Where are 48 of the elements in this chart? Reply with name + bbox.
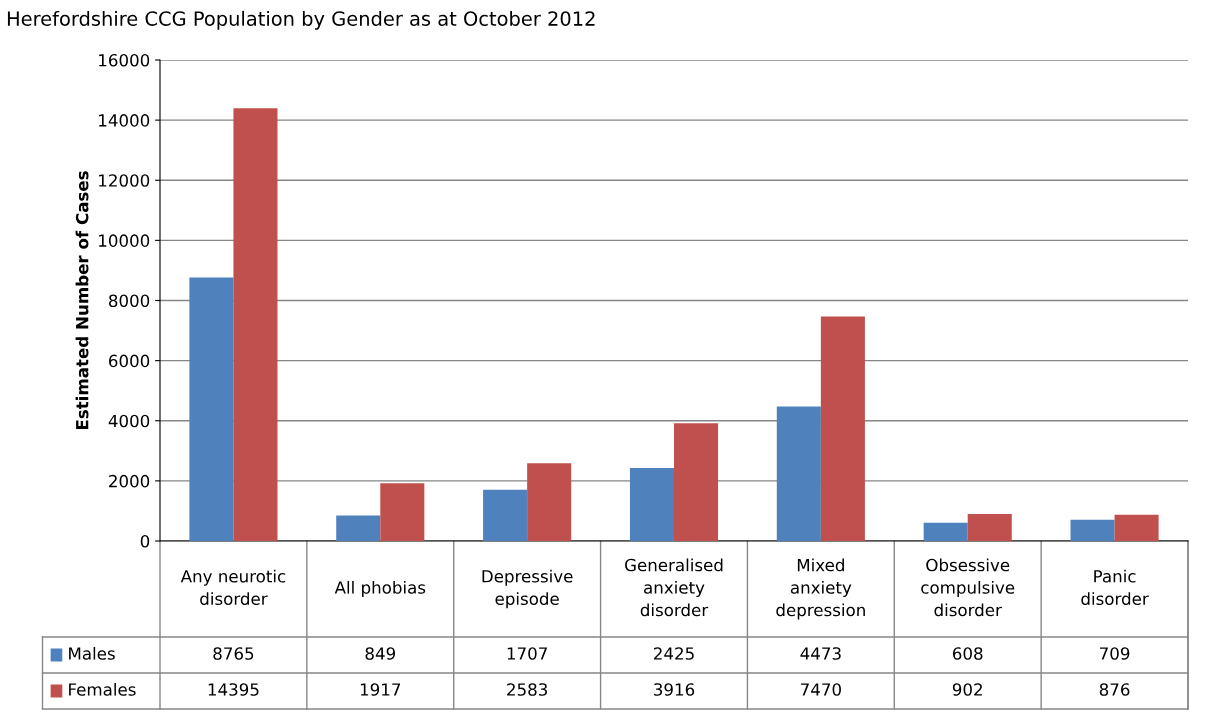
data-label: 849 xyxy=(365,647,396,660)
x-tick-label: Depressive episode xyxy=(482,569,573,609)
data-label: 1917 xyxy=(360,683,401,696)
y-axis-title: Estimated Number of Cases xyxy=(75,171,89,430)
y-tick-label: 0 xyxy=(140,534,150,548)
bar xyxy=(674,423,719,541)
x-tick-label: Panic disorder xyxy=(1081,569,1149,606)
y-tick-label: 12000 xyxy=(99,174,150,187)
x-tick-label: Obsessive compulsive disorder xyxy=(921,558,1015,617)
bar xyxy=(967,513,1012,541)
bar xyxy=(380,483,425,541)
bar xyxy=(820,316,865,541)
bar xyxy=(1114,514,1159,541)
y-tick-label: 16000 xyxy=(99,53,150,67)
bar xyxy=(233,108,278,541)
bar xyxy=(336,515,381,541)
data-label: 1707 xyxy=(507,647,547,660)
data-label: 7470 xyxy=(801,683,841,696)
x-tick-label: Generalised anxiety disorder xyxy=(625,558,723,617)
bar xyxy=(483,489,528,541)
bar xyxy=(189,277,234,541)
data-label: 709 xyxy=(1100,647,1130,660)
x-tick-label: All phobias xyxy=(334,580,426,598)
y-tick-label: 8000 xyxy=(108,294,150,308)
y-tick-label: 6000 xyxy=(109,354,150,368)
data-label: 3916 xyxy=(654,683,695,696)
chart-title: Herefordshire CCG Population by Gender as at October 2012 xyxy=(7,10,595,30)
bar xyxy=(629,468,674,541)
bar xyxy=(923,522,968,541)
data-label: 876 xyxy=(1099,683,1130,696)
data-label: 4473 xyxy=(800,647,841,660)
y-tick-label: 10000 xyxy=(99,234,150,247)
y-tick-label: 2000 xyxy=(109,474,150,488)
legend-label: Males xyxy=(69,646,115,660)
data-label: 14395 xyxy=(208,683,259,696)
bar xyxy=(776,406,821,541)
y-tick-label: 14000 xyxy=(99,114,150,127)
x-tick-label: Mixed anxiety depression xyxy=(776,558,865,620)
data-label: 608 xyxy=(952,647,983,660)
legend-label: Females xyxy=(69,682,136,696)
data-label: 2425 xyxy=(654,647,694,660)
bar xyxy=(1070,519,1115,541)
data-label: 902 xyxy=(952,683,982,696)
y-tick-label: 4000 xyxy=(108,414,150,428)
bar xyxy=(527,463,572,541)
data-label: 2583 xyxy=(507,683,548,696)
data-label: 8765 xyxy=(213,647,254,660)
x-tick-label: Any neurotic disorder xyxy=(180,569,286,606)
